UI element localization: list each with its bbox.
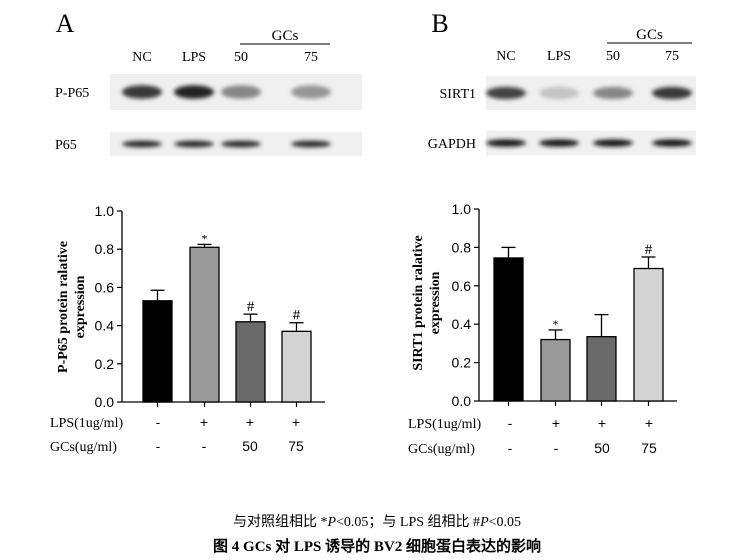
- blot-band: [221, 140, 261, 148]
- y-tick-label: 0.6: [452, 278, 472, 294]
- bar: [493, 257, 524, 402]
- condition-value: +: [598, 415, 606, 431]
- blot-band: [593, 139, 633, 147]
- blot-band: [291, 85, 331, 99]
- bar: [281, 330, 312, 403]
- gcs-group-label: GCs: [272, 28, 299, 44]
- y-tick-label: 0.0: [95, 394, 115, 410]
- blot-band: [174, 140, 214, 148]
- blot-strip-sirt1: [486, 76, 696, 110]
- y-axis-label-line: expression: [428, 271, 443, 334]
- y-tick-label: 0.4: [452, 316, 472, 332]
- condition-label: GCs(ug/ml): [50, 440, 117, 455]
- condition-value: -: [554, 440, 559, 456]
- y-axis-label: P-P65 protein ralative expression: [56, 241, 88, 373]
- y-axis-label-line: P-P65 protein ralative: [56, 241, 71, 373]
- blot-row-label: P65: [55, 138, 77, 153]
- significance-hash: #: [247, 299, 255, 315]
- condition-value: -: [156, 414, 161, 430]
- condition-value: -: [156, 438, 161, 454]
- lane-header: 75: [304, 50, 318, 65]
- blot-band: [122, 140, 162, 148]
- y-tick-label: 1.0: [452, 201, 472, 217]
- blot-strip-p65: [110, 132, 362, 156]
- condition-value: 50: [594, 440, 610, 456]
- y-tick-label: 0.4: [95, 318, 115, 334]
- significance-star: *: [553, 317, 559, 331]
- condition-label: LPS(1ug/ml): [408, 417, 481, 432]
- y-tick-label: 0.2: [95, 356, 115, 372]
- blot-band: [539, 86, 579, 100]
- y-axis-label-line: expression: [73, 275, 88, 338]
- lane-header: LPS: [547, 49, 571, 64]
- condition-value: +: [552, 415, 560, 431]
- blot-band: [486, 139, 526, 147]
- condition-value: -: [202, 438, 207, 454]
- bar: [586, 336, 617, 402]
- lane-header: 50: [606, 49, 620, 64]
- condition-value: +: [292, 414, 300, 430]
- condition-value: 75: [641, 440, 657, 456]
- y-tick-label: 0.2: [452, 355, 472, 371]
- condition-value: 75: [288, 438, 304, 454]
- significance-star: *: [202, 231, 208, 245]
- lane-header: NC: [132, 50, 151, 65]
- blot-band: [652, 139, 692, 147]
- y-tick-label: 0.8: [95, 241, 115, 257]
- gcs-group-label: GCs: [636, 27, 663, 43]
- blot-row-label: GAPDH: [428, 137, 476, 152]
- blot-band: [486, 86, 526, 100]
- blot-row-label: SIRT1: [440, 87, 477, 102]
- blot-band: [174, 85, 214, 99]
- condition-label: GCs(ug/ml): [408, 442, 475, 457]
- bar-chart-1: 0.0 0.2 0.4 0.6 0.8 1.0 P-P65 protein ralative…: [50, 203, 325, 455]
- significance-hash: #: [645, 242, 653, 258]
- blot-band: [221, 85, 261, 99]
- lane-header: 75: [665, 49, 679, 64]
- condition-value: -: [508, 440, 513, 456]
- condition-value: +: [246, 414, 254, 430]
- bar: [189, 246, 220, 403]
- y-tick-label: 0.6: [95, 279, 115, 295]
- y-tick-label: 0.8: [452, 239, 472, 255]
- lane-header: NC: [496, 49, 515, 64]
- bar: [142, 300, 173, 403]
- lane-header: LPS: [182, 50, 206, 65]
- condition-value: 50: [242, 438, 258, 454]
- lane-header: 50: [234, 50, 248, 65]
- condition-value: +: [645, 415, 653, 431]
- significance-note: 与对照组相比 *P<0.05；与 LPS 组相比 #P<0.05: [232, 515, 522, 530]
- bar: [633, 267, 664, 402]
- condition-label: LPS(1ug/ml): [50, 416, 123, 431]
- blot-band: [539, 139, 579, 147]
- significance-hash: #: [293, 308, 301, 324]
- bar: [540, 338, 571, 402]
- blot-strip-p-p65: [110, 74, 362, 110]
- bar-chart-2: 0.0 0.2 0.4 0.6 0.8 1.0 SIRT1 protein ralative…: [408, 201, 677, 457]
- y-tick-label: 1.0: [95, 203, 115, 219]
- figure-caption: 图 4 GCs 对 LPS 诱导的 BV2 细胞蛋白表达的影响: [213, 539, 541, 555]
- blot-strip-gapdh: [486, 130, 696, 156]
- y-tick-label: 0.0: [452, 393, 472, 409]
- blot-band: [593, 86, 633, 100]
- condition-value: -: [508, 415, 513, 431]
- panel-letter-a: A: [56, 9, 75, 38]
- panel-letter-b: B: [431, 9, 448, 38]
- bar: [235, 321, 266, 403]
- y-axis-label-line: SIRT1 protein ralative: [411, 235, 426, 370]
- blot-band: [122, 85, 162, 99]
- y-axis-label: SIRT1 protein ralative expression: [411, 235, 443, 370]
- condition-value: +: [200, 414, 208, 430]
- blot-row-label: P-P65: [55, 86, 89, 101]
- blot-band: [291, 140, 331, 148]
- blot-band: [652, 86, 692, 100]
